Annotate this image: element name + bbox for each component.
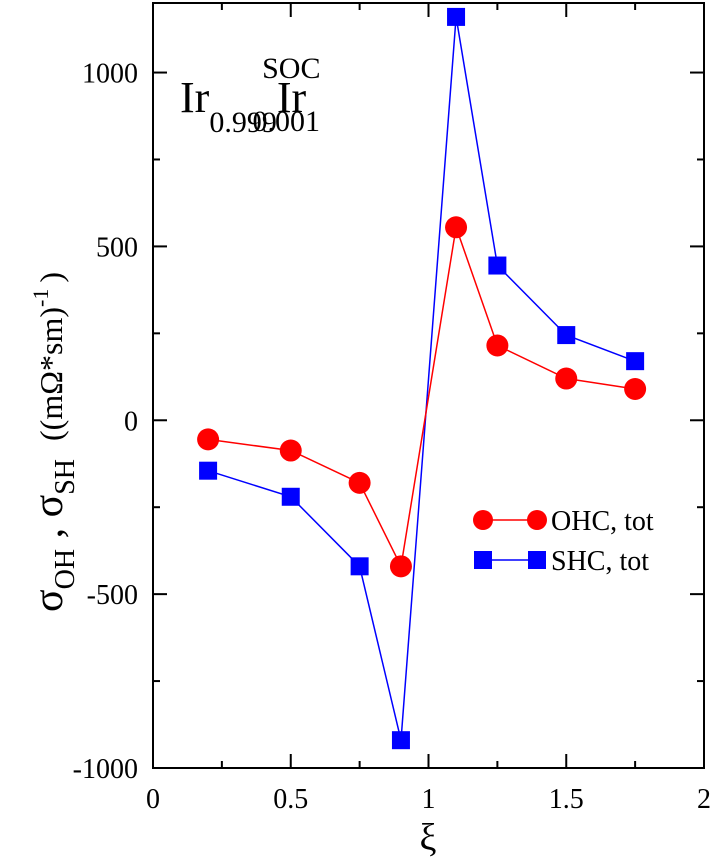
x-tick-label: 0 — [146, 784, 160, 815]
composition-annotation: Ir0.999IrSOC 0.001 — [180, 52, 320, 139]
x-axis-title: ξ — [420, 817, 437, 859]
data-point-shc — [626, 352, 645, 371]
series-line-shc — [207, 16, 636, 741]
y-title-sub-sh: SH — [50, 459, 81, 495]
annotation-ir1: Ir — [180, 73, 210, 122]
y-tick-label: 500 — [96, 232, 138, 263]
x-tick-label: 0.5 — [273, 784, 308, 815]
series-line-ohc — [208, 227, 636, 569]
data-point-shc — [557, 326, 576, 345]
annotation-sub1: 0.999 — [209, 106, 277, 139]
legend-marker-ohc-right — [527, 510, 547, 530]
data-point-ohc — [348, 471, 371, 494]
axis-ticks: 0 0.5 1 1.5 2 -1000 -500 0 500 1000 — [73, 3, 711, 815]
data-point-ohc — [389, 555, 412, 578]
annotation-sup2: SOC — [262, 52, 320, 85]
y-title-sigma1: σ — [26, 589, 72, 612]
data-point-shc — [447, 7, 466, 26]
data-point-ohc — [197, 428, 220, 451]
y-title-sigma2: σ — [26, 495, 72, 518]
y-title-sub-oh: OH — [50, 549, 81, 589]
y-tick-label: -500 — [87, 580, 138, 611]
x-tick-label: 1.5 — [549, 784, 584, 815]
annotation-ir2: Ir — [277, 73, 307, 122]
legend-marker-shc-left — [474, 551, 492, 569]
legend: OHC, tot SHC, tot — [473, 506, 654, 577]
data-point-shc — [391, 731, 410, 750]
y-title-units: ((mΩ*sm) — [33, 307, 69, 441]
y-title-units-sup: -1 — [28, 289, 53, 307]
x-tick-label: 2 — [697, 784, 711, 815]
data-point-shc — [488, 256, 507, 275]
data-point-ohc — [555, 367, 578, 390]
legend-label-ohc: OHC, tot — [551, 506, 654, 537]
data-point-shc — [199, 461, 218, 480]
data-point-shc — [281, 487, 300, 506]
y-tick-label: 1000 — [82, 59, 138, 90]
legend-label-shc: SHC, tot — [551, 546, 649, 577]
y-title-units-close: ) — [33, 272, 69, 283]
y-tick-label: -1000 — [73, 754, 138, 785]
data-point-ohc — [445, 216, 468, 239]
x-tick-label: 1 — [422, 784, 436, 815]
data-point-shc — [350, 557, 369, 576]
y-axis-title: σOH , σSH((mΩ*sm)-1) — [26, 272, 81, 612]
data-point-ohc — [624, 377, 647, 400]
annotation-sub2: 0.001 — [252, 105, 320, 138]
y-title-comma: , — [26, 517, 72, 549]
legend-marker-ohc-left — [473, 510, 493, 530]
series-layer — [197, 7, 647, 750]
data-point-ohc — [279, 439, 302, 462]
legend-marker-shc-right — [528, 551, 546, 569]
y-tick-label: 0 — [124, 406, 138, 437]
data-point-ohc — [486, 334, 509, 357]
